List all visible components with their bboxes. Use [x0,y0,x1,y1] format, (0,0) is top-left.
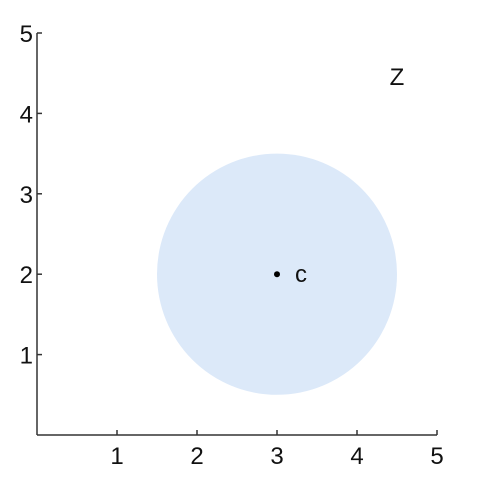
x-tick-label: 2 [190,443,203,470]
x-tick-label: 4 [350,443,363,470]
points-layer: c [274,261,307,288]
y-tick-label: 1 [20,343,33,370]
x-tick-label: 1 [110,443,123,470]
x-axis-ticks: 1 2 3 4 5 [110,430,444,470]
region-label: Z [390,64,405,91]
y-tick-label: 3 [20,182,33,209]
x-tick-label: 5 [430,443,443,470]
center-point [274,271,280,278]
annotations-layer: Z [390,64,405,91]
y-tick-label: 2 [20,262,33,289]
y-axis-ticks: 1 2 3 4 5 [20,21,42,370]
y-tick-label: 4 [20,101,33,128]
y-tick-label: 5 [20,21,33,48]
x-tick-label: 3 [270,443,283,470]
point-label: c [295,261,307,288]
